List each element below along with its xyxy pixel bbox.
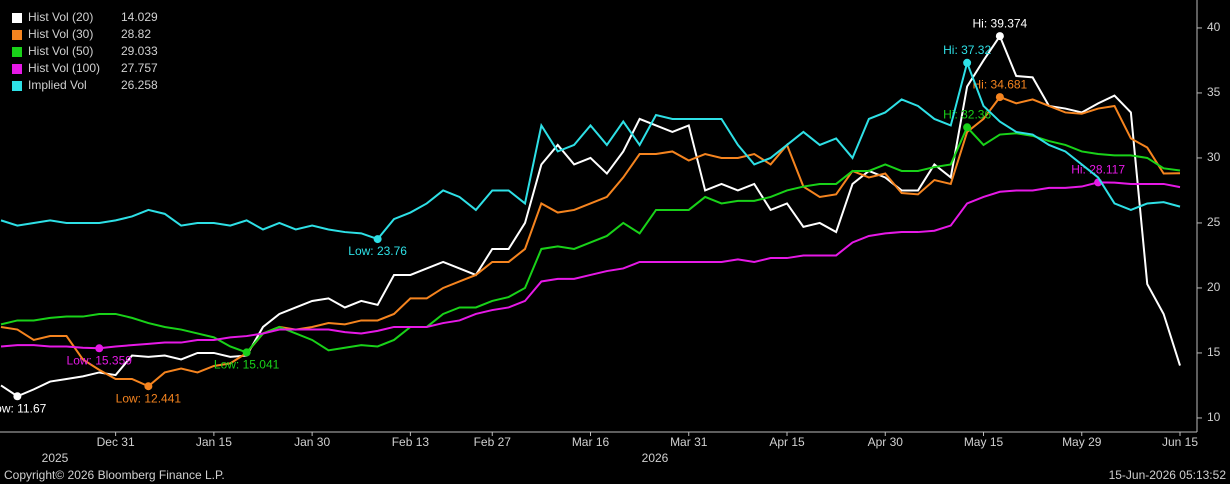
hi-marker — [995, 32, 1004, 41]
low-marker — [13, 392, 22, 401]
y-tick-label: 20 — [1207, 280, 1221, 294]
hi-marker — [995, 93, 1004, 102]
legend: Hist Vol (20) 14.029 Hist Vol (30) 28.82 His… — [0, 0, 166, 96]
y-tick-label: 40 — [1207, 20, 1221, 34]
x-tick-label: Apr 30 — [868, 435, 904, 449]
series-line — [0, 125, 1181, 354]
low-label: Low: 15.359 — [67, 353, 133, 367]
series-line — [0, 33, 1181, 398]
legend-value: 26.258 — [121, 78, 158, 92]
hi-marker — [963, 123, 972, 132]
x-tick-label: Mar 16 — [572, 435, 610, 449]
hi-label: Hi: 34.681 — [973, 77, 1028, 91]
y-tick-label: 35 — [1207, 85, 1221, 99]
hi-label: Hi: 32.36 — [943, 107, 991, 121]
y-tick-label: 10 — [1207, 410, 1221, 424]
legend-box — [0, 0, 166, 96]
x-tick-label: Mar 31 — [670, 435, 708, 449]
timestamp: 15-Jun-2026 05:13:52 — [1109, 468, 1227, 482]
legend-label: Implied Vol — [28, 78, 87, 92]
legend-value: 14.029 — [121, 10, 158, 24]
series-line — [0, 59, 1181, 241]
legend-label: Hist Vol (100) — [28, 61, 100, 75]
legend-swatch — [12, 47, 22, 57]
low-label: Low: 12.441 — [116, 391, 182, 405]
low-label: Low: 15.041 — [214, 358, 280, 372]
year-label: 2025 — [42, 451, 69, 465]
hi-label: Hi: 39.374 — [973, 16, 1028, 30]
y-tick-label: 30 — [1207, 150, 1221, 164]
legend-value: 27.757 — [121, 61, 158, 75]
low-label: Low: 11.67 — [0, 401, 47, 415]
low-marker — [144, 382, 153, 391]
x-tick-label: May 29 — [1062, 435, 1102, 449]
hi-label: Hi: 37.32 — [943, 43, 991, 57]
legend-label: Hist Vol (20) — [28, 10, 93, 24]
legend-swatch — [12, 13, 22, 23]
copyright: Copyright© 2026 Bloomberg Finance L.P. — [4, 468, 225, 482]
series-line — [0, 95, 1181, 388]
legend-value: 28.82 — [121, 27, 151, 41]
hi-label: Hi: 28.117 — [1071, 163, 1125, 177]
low-marker — [373, 235, 382, 244]
low-label: Low: 23.76 — [348, 244, 407, 258]
x-tick-label: Jan 15 — [196, 435, 232, 449]
legend-label: Hist Vol (30) — [28, 27, 93, 41]
year-label: 2026 — [642, 451, 669, 465]
legend-value: 29.033 — [121, 44, 158, 58]
y-tick-label: 15 — [1207, 345, 1221, 359]
x-tick-label: Apr 15 — [769, 435, 805, 449]
x-tick-label: Feb 13 — [392, 435, 430, 449]
series-line — [0, 181, 1181, 350]
legend-label: Hist Vol (50) — [28, 44, 93, 58]
x-tick-label: Jun 15 — [1162, 435, 1198, 449]
legend-swatch — [12, 30, 22, 40]
low-marker — [95, 344, 104, 353]
x-tick-label: May 15 — [964, 435, 1004, 449]
low-marker — [242, 348, 251, 357]
x-tick-label: Feb 27 — [474, 435, 512, 449]
x-tick-label: Dec 31 — [97, 435, 135, 449]
hi-marker — [963, 58, 972, 67]
legend-swatch — [12, 81, 22, 91]
y-tick-label: 25 — [1207, 215, 1221, 229]
legend-swatch — [12, 64, 22, 74]
x-tick-label: Jan 30 — [294, 435, 330, 449]
